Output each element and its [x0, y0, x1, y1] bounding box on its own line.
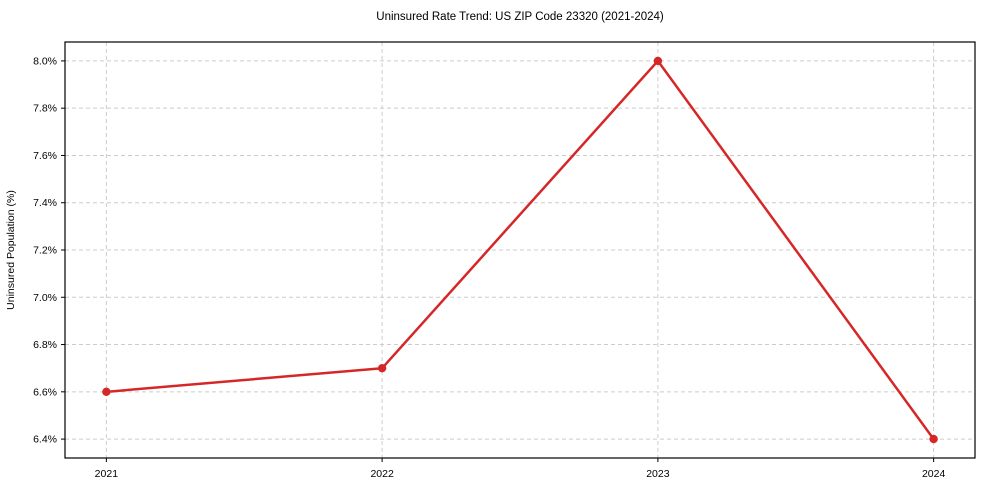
y-tick-label: 7.4%	[33, 197, 57, 209]
y-tick-label: 6.8%	[33, 339, 57, 351]
y-tick-label: 7.6%	[33, 150, 57, 162]
y-tick-label: 6.6%	[33, 386, 57, 398]
chart-title: Uninsured Rate Trend: US ZIP Code 23320 …	[376, 11, 664, 23]
axis-layer: 6.4% 6.6% 6.8% 7.0% 7.2% 7.4% 7.6% 7.8% 8.0% 2021…	[33, 41, 976, 480]
y-tick-label: 7.0%	[33, 292, 57, 304]
y-axis-label: Uninsured Population (%)	[5, 190, 17, 310]
x-tick-label: 2023	[646, 468, 670, 480]
x-tick-label: 2024	[922, 468, 946, 480]
data-series-layer	[102, 56, 938, 444]
data-point-2024	[929, 434, 938, 444]
y-tick-label: 8.0%	[33, 55, 57, 67]
data-point-2023	[653, 56, 663, 66]
data-point-2022	[377, 363, 387, 373]
y-tick-label: 6.4%	[33, 434, 57, 446]
trend-line	[105, 59, 935, 441]
x-tick-label: 2022	[370, 468, 394, 480]
data-point-2021	[102, 387, 111, 397]
y-tick-label: 7.2%	[33, 245, 57, 257]
y-tick-label: 7.8%	[33, 103, 57, 115]
x-tick-label: 2021	[95, 468, 119, 480]
grid-layer	[65, 42, 975, 458]
